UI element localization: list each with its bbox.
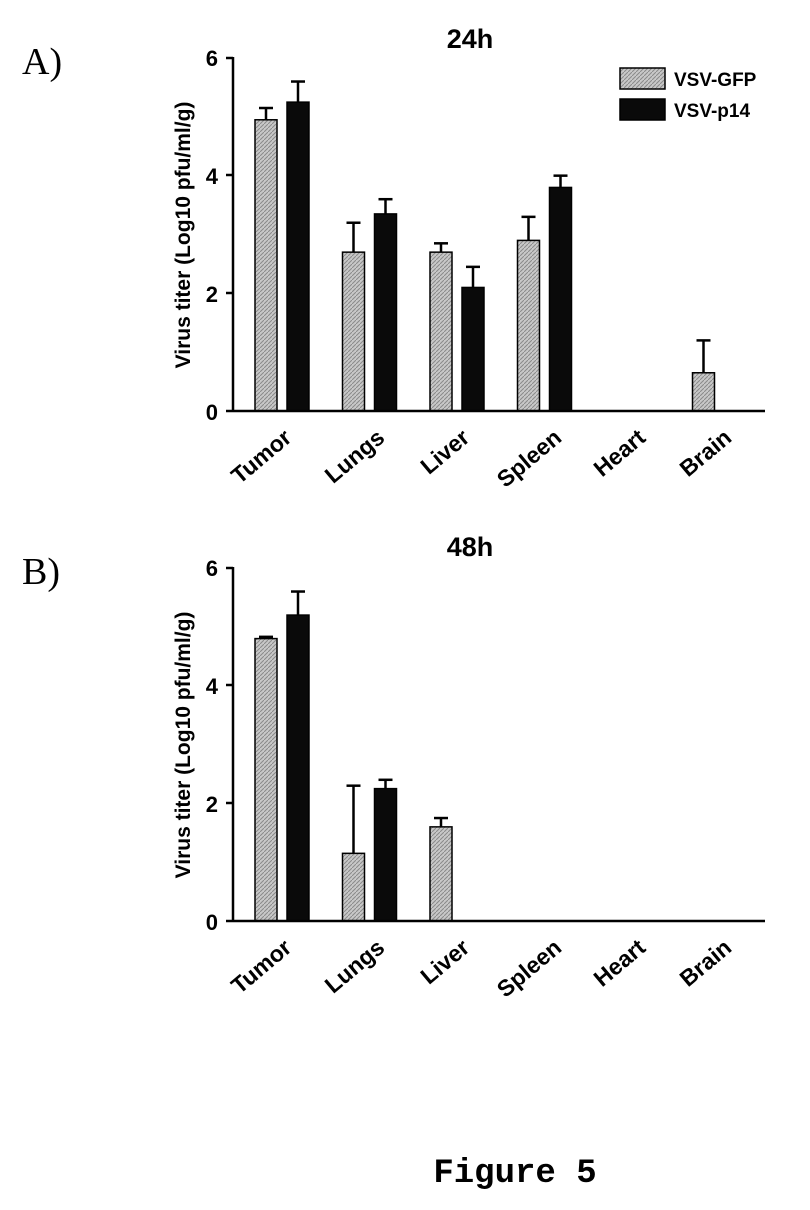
y-axis-ticks (226, 56, 233, 413)
y-tick-4: 4 (206, 674, 219, 699)
x-tick-lungs: Lungs (320, 424, 390, 488)
panel-a-24h: A) 24h Virus titer (Log10 pfu/ml/g) 6 4 … (22, 24, 765, 492)
x-tick-tumor: Tumor (226, 424, 296, 489)
bars-group-24h (254, 80, 716, 412)
error-bar-vsv-gfp-tumor (259, 635, 273, 639)
y-axis-ticks (226, 566, 233, 923)
y-axis-label: Virus titer (Log10 pfu/ml/g) (172, 102, 195, 369)
error-bar-vsv-gfp-lungs (346, 221, 361, 253)
error-bar-vsv-p14-tumor (291, 590, 305, 616)
x-tick-labels-48h: Tumor Lungs Liver Spleen Heart Brain (226, 934, 736, 1003)
figure-caption: Figure 5 (433, 1155, 596, 1193)
y-tick-labels: 6 4 2 0 (206, 556, 219, 935)
bar-vsv-p14-lungs (373, 787, 398, 922)
y-axis-label: Virus titer (Log10 pfu/ml/g) (172, 612, 195, 879)
legend-swatch-vsv-gfp (619, 67, 666, 90)
bar-vsv-p14-liver (461, 286, 485, 412)
bars-group-48h (254, 590, 453, 922)
bar-vsv-p14-tumor (286, 614, 310, 922)
x-tick-lungs: Lungs (320, 934, 390, 998)
bar-vsv-p14-spleen (548, 186, 573, 412)
y-tick-4: 4 (206, 164, 219, 189)
error-bar-vsv-gfp-tumor (259, 106, 273, 120)
y-tick-labels: 6 4 2 0 (206, 46, 219, 425)
x-tick-liver: Liver (415, 424, 474, 479)
y-tick-6: 6 (206, 46, 218, 71)
legend-label-vsv-p14: VSV-p14 (674, 101, 750, 122)
bar-vsv-gfp-spleen (516, 239, 541, 412)
x-tick-liver: Liver (415, 934, 474, 989)
error-bar-vsv-p14-lungs (378, 197, 393, 214)
x-tick-spleen: Spleen (492, 424, 566, 492)
x-tick-tumor: Tumor (226, 934, 296, 999)
chart-title-24h: 24h (447, 24, 494, 54)
bar-vsv-gfp-tumor (254, 119, 278, 412)
y-tick-0: 0 (206, 400, 218, 425)
bar-vsv-gfp-liver (429, 826, 453, 922)
x-tick-heart: Heart (588, 424, 650, 482)
error-bar-vsv-gfp-brain (696, 339, 711, 373)
legend-swatch-vsv-p14 (619, 98, 666, 121)
x-tick-spleen: Spleen (492, 934, 566, 1002)
error-bar-vsv-gfp-spleen (521, 215, 536, 241)
legend-label-vsv-gfp: VSV-GFP (674, 70, 757, 91)
error-bar-vsv-p14-lungs (378, 778, 393, 789)
bar-vsv-gfp-lungs (341, 251, 366, 412)
bar-vsv-gfp-lungs (341, 852, 366, 922)
error-bar-vsv-p14-tumor (291, 80, 305, 103)
x-tick-heart: Heart (588, 934, 650, 992)
bar-vsv-gfp-brain (691, 372, 716, 412)
bar-vsv-p14-tumor (286, 101, 310, 412)
y-tick-2: 2 (206, 792, 218, 817)
x-tick-labels-24h: Tumor Lungs Liver Spleen Heart Brain (226, 424, 736, 493)
error-bar-vsv-p14-spleen (553, 174, 568, 188)
y-tick-6: 6 (206, 556, 218, 581)
legend: VSV-GFP VSV-p14 (619, 67, 757, 122)
chart-title-48h: 48h (447, 532, 494, 562)
x-tick-brain: Brain (674, 934, 736, 992)
bar-vsv-p14-lungs (373, 213, 398, 412)
panel-b-48h: B) 48h Virus titer (Log10 pfu/ml/g) 6 4 … (22, 532, 765, 1002)
panel-label-b: B) (22, 551, 60, 593)
y-tick-0: 0 (206, 910, 218, 935)
y-tick-2: 2 (206, 282, 218, 307)
bar-vsv-gfp-tumor (254, 637, 278, 922)
bar-vsv-gfp-liver (429, 251, 453, 412)
panel-label-a: A) (22, 41, 62, 83)
x-tick-brain: Brain (674, 424, 736, 482)
error-bar-vsv-gfp-lungs (346, 784, 361, 854)
error-bar-vsv-gfp-liver (434, 816, 448, 827)
error-bar-vsv-p14-liver (466, 265, 480, 288)
error-bar-vsv-gfp-liver (434, 242, 448, 253)
